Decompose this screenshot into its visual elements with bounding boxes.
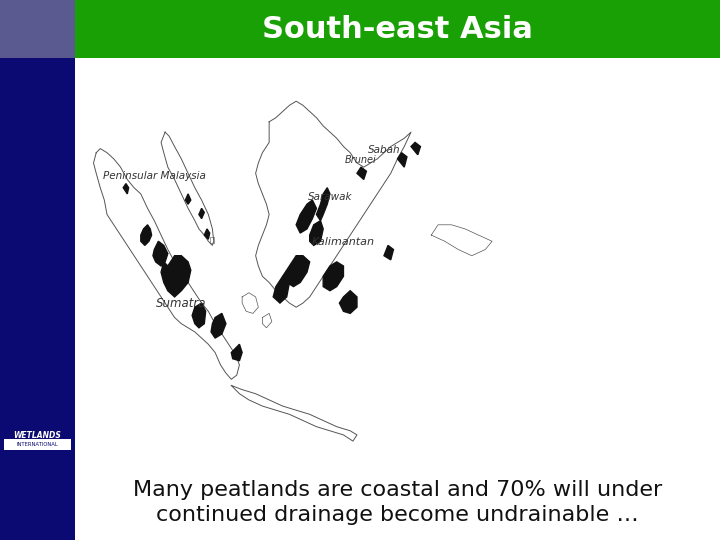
- Polygon shape: [339, 291, 357, 313]
- Polygon shape: [262, 313, 272, 328]
- Text: continued drainage become undrainable …: continued drainage become undrainable …: [156, 505, 639, 525]
- Text: Many peatlands are coastal and 70% will under: Many peatlands are coastal and 70% will …: [133, 480, 662, 500]
- Text: South-east Asia: South-east Asia: [262, 15, 533, 44]
- Polygon shape: [323, 262, 343, 291]
- Polygon shape: [192, 303, 206, 328]
- Bar: [0, 0, 75, 58]
- Polygon shape: [94, 148, 240, 379]
- Polygon shape: [357, 167, 366, 179]
- Polygon shape: [397, 153, 407, 167]
- Bar: [0, 0, 75, 540]
- Polygon shape: [199, 208, 204, 219]
- Polygon shape: [242, 293, 258, 313]
- Polygon shape: [141, 225, 152, 245]
- Polygon shape: [296, 200, 316, 233]
- Polygon shape: [123, 184, 129, 194]
- Polygon shape: [283, 256, 310, 287]
- Polygon shape: [153, 241, 168, 266]
- Polygon shape: [231, 345, 242, 361]
- Polygon shape: [310, 221, 323, 245]
- Text: Kalimantan: Kalimantan: [312, 238, 375, 247]
- Polygon shape: [211, 313, 226, 338]
- Polygon shape: [161, 132, 214, 245]
- Text: Peninsular Malaysia: Peninsular Malaysia: [103, 172, 206, 181]
- Polygon shape: [204, 229, 210, 239]
- Polygon shape: [231, 386, 357, 441]
- Text: Brunei: Brunei: [345, 155, 377, 165]
- Text: Sabah: Sabah: [368, 145, 400, 154]
- Polygon shape: [273, 276, 289, 303]
- Polygon shape: [411, 143, 420, 155]
- Text: INTERNATIONAL: INTERNATIONAL: [17, 442, 58, 447]
- Polygon shape: [256, 101, 411, 307]
- Text: Sarawak: Sarawak: [307, 192, 352, 202]
- Polygon shape: [161, 256, 191, 297]
- Bar: [4, 439, 71, 450]
- Polygon shape: [431, 225, 492, 256]
- Bar: [0, 0, 720, 58]
- Text: Sumatra: Sumatra: [156, 297, 207, 310]
- Polygon shape: [185, 194, 191, 204]
- Polygon shape: [384, 245, 393, 260]
- Polygon shape: [210, 237, 214, 244]
- Polygon shape: [316, 188, 330, 221]
- Text: WETLANDS: WETLANDS: [14, 430, 61, 440]
